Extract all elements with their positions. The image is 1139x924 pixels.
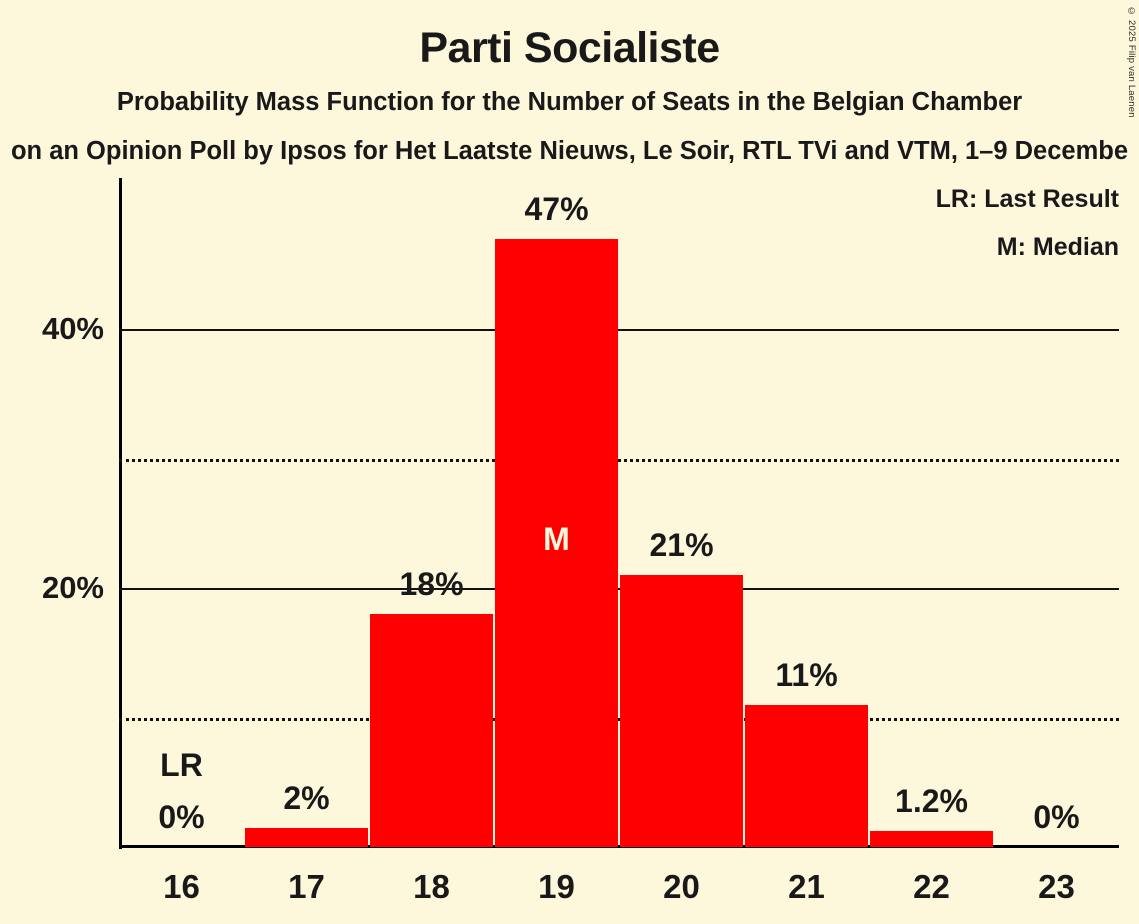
- bar-seat-19[interactable]: [495, 238, 618, 847]
- x-axis-label-18: 18: [413, 868, 450, 905]
- copyright-notice: © 2025 Filip van Laenen: [1126, 6, 1137, 118]
- bar-value-label-22: 1.2%: [895, 783, 968, 820]
- bar-value-label-16: 0%: [158, 799, 205, 835]
- bar-marker-lr-16: LR: [160, 747, 203, 783]
- y-axis-line: [119, 178, 122, 849]
- x-axis-label-17: 17: [288, 868, 325, 905]
- y-axis-label-20pct: 20%: [41, 570, 104, 606]
- bar-value-label-21: 11%: [775, 656, 838, 693]
- bar-seat-22[interactable]: [870, 831, 993, 847]
- y-axis-label-40pct: 40%: [41, 311, 104, 347]
- x-axis-label-22: 22: [913, 868, 950, 905]
- x-axis-line: [119, 845, 1119, 848]
- x-axis-label-19: 19: [538, 868, 575, 905]
- x-axis-label-23: 23: [1038, 868, 1075, 905]
- bar-value-label-19: 47%: [524, 190, 589, 227]
- bar-seat-17[interactable]: [245, 827, 368, 847]
- bar-value-label-23: 0%: [1033, 799, 1080, 835]
- bar-seat-20[interactable]: [620, 575, 743, 847]
- legend-median: M: Median: [996, 233, 1119, 261]
- chart-subtitle: Probability Mass Function for the Number…: [116, 88, 1023, 116]
- bar-seat-18[interactable]: [370, 614, 493, 847]
- bar-value-label-20: 21%: [649, 527, 714, 564]
- bar-value-label-18: 18%: [399, 566, 464, 603]
- bar-marker-m-19: M: [543, 520, 570, 557]
- x-axis-label-16: 16: [163, 868, 200, 905]
- gridline-20: [119, 588, 1119, 591]
- gridline-30: [119, 458, 1119, 462]
- bar-value-label-17: 2%: [283, 779, 330, 816]
- plot-area: 0% LR 2% 18% 47% M 21% 11% 1.2% 0%: [119, 178, 1119, 847]
- x-axis-label-20: 20: [663, 868, 700, 905]
- chart-source-line: on an Opinion Poll by Ipsos for Het Laat…: [10, 137, 1129, 165]
- page-title: Parti Socialiste: [419, 24, 720, 72]
- gridline-40: [119, 329, 1119, 332]
- legend-last-result: LR: Last Result: [935, 185, 1119, 213]
- x-axis-label-21: 21: [788, 868, 825, 905]
- gridline-10: [119, 717, 1119, 721]
- bar-seat-21[interactable]: [745, 704, 868, 847]
